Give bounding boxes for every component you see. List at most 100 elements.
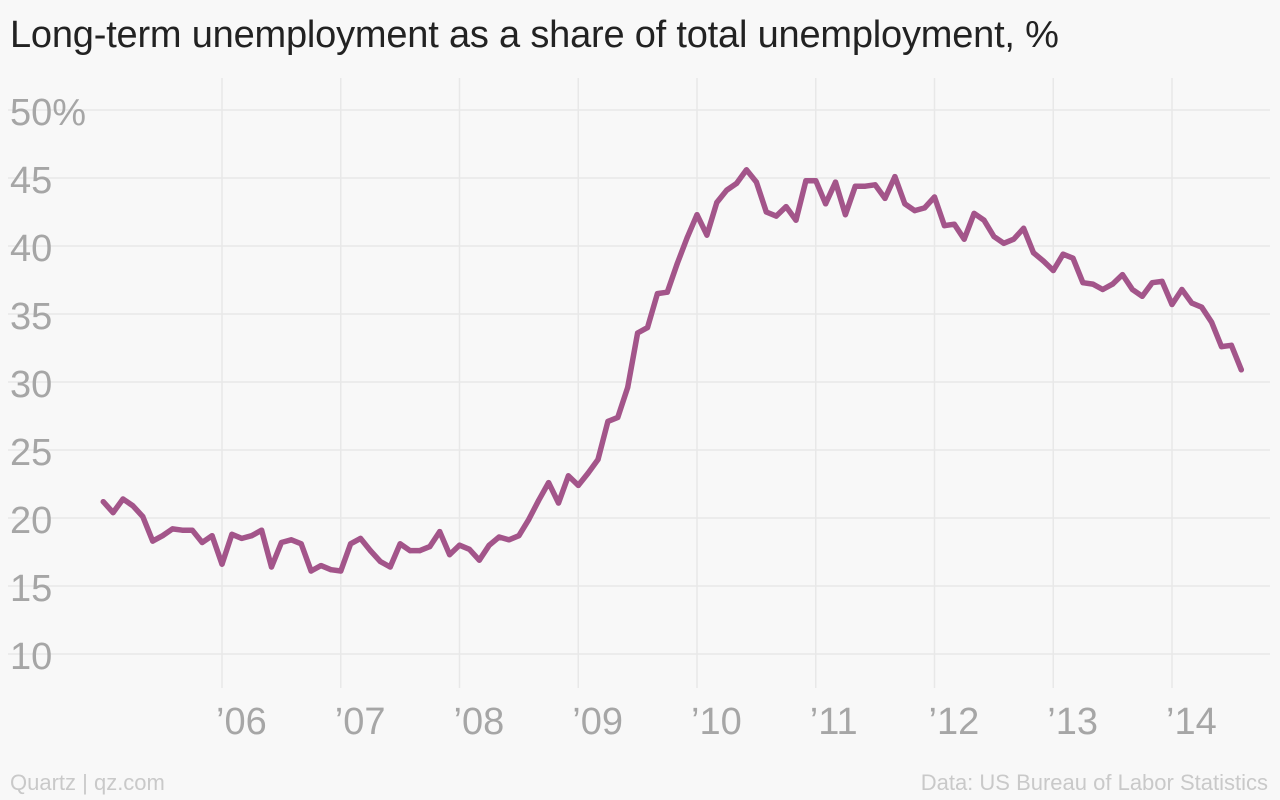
data-point [427, 544, 433, 550]
x-tick-label: ’09 [572, 701, 623, 743]
data-point [308, 568, 314, 574]
y-axis-ticks: 10 15 20 25 30 35 40 45 50% [10, 92, 86, 678]
data-point [872, 182, 878, 188]
chart-title: Long-term unemployment as a share of tot… [10, 14, 1059, 56]
data-point [100, 499, 106, 505]
data-point [506, 537, 512, 543]
data-point [259, 527, 265, 533]
data-point [377, 558, 383, 565]
data-point [1159, 278, 1165, 284]
data-point [971, 210, 977, 216]
y-tick-label: 15 [10, 568, 52, 610]
data-point [268, 564, 275, 570]
x-tick-label: ’12 [929, 701, 980, 743]
data-point [357, 535, 364, 542]
data-point [1060, 251, 1066, 257]
data-point [1179, 286, 1185, 293]
data-point [793, 217, 799, 223]
series-line [100, 167, 1245, 574]
data-point [140, 514, 146, 520]
data-point [397, 541, 403, 547]
grid-layer [8, 78, 1270, 688]
data-point [862, 183, 868, 189]
data-point [1110, 281, 1116, 287]
data-point [456, 542, 463, 548]
data-point [724, 187, 730, 193]
data-point [991, 233, 997, 240]
data-point [704, 232, 710, 238]
data-point [367, 548, 373, 554]
data-point [1209, 319, 1215, 325]
data-point [1199, 304, 1205, 310]
data-point [842, 212, 849, 218]
data-point [160, 533, 166, 539]
data-point [496, 534, 502, 540]
data-point [753, 179, 760, 185]
data-point [209, 533, 215, 539]
data-point [466, 546, 472, 552]
data-point [546, 480, 552, 486]
data-point [417, 548, 423, 554]
y-tick-label: 25 [10, 432, 52, 474]
data-point [348, 541, 354, 547]
data-point [1149, 280, 1155, 286]
data-point [625, 384, 631, 390]
data-point [150, 538, 156, 544]
data-point [674, 261, 680, 267]
data-point [1189, 300, 1195, 306]
data-point [110, 509, 116, 516]
data-point [941, 223, 948, 229]
data-point [961, 236, 967, 242]
data-point [298, 541, 304, 547]
data-point [338, 568, 344, 574]
data-point [278, 539, 284, 546]
data-point [318, 563, 324, 569]
data-point [565, 473, 572, 479]
data-point [437, 529, 443, 535]
source-credit: Quartz | qz.com [10, 770, 165, 795]
data-point [199, 539, 205, 546]
data-point [1080, 280, 1086, 286]
data-point [328, 567, 334, 573]
x-axis-ticks: ’06 ’07 ’08 ’09 ’10 ’11 ’12 ’13 ’14 [216, 701, 1217, 743]
data-point [654, 291, 661, 297]
data-point [486, 542, 492, 548]
data-point [644, 325, 651, 331]
data-point [912, 208, 918, 214]
data-point [664, 289, 670, 295]
y-tick-label: 40 [10, 228, 52, 270]
data-point [120, 496, 126, 502]
data-point [931, 194, 938, 200]
y-tick-label: 50% [10, 92, 86, 134]
x-tick-label: ’08 [454, 701, 505, 743]
data-point [536, 497, 542, 503]
data-point [1021, 225, 1027, 231]
data-point [1030, 250, 1037, 256]
data-point [1238, 367, 1244, 373]
data-point [189, 527, 195, 533]
data-point [951, 221, 957, 227]
data-point [1100, 286, 1106, 293]
data-point [882, 195, 888, 201]
data-point [714, 199, 720, 206]
data-point [892, 174, 898, 180]
data-point [773, 213, 779, 219]
y-tick-label: 10 [10, 636, 52, 678]
data-point [130, 503, 136, 509]
data-point [516, 533, 522, 539]
data-point [922, 205, 928, 211]
data-point [229, 531, 235, 537]
data-point [1011, 236, 1017, 242]
x-tick-label: ’10 [691, 701, 742, 743]
data-point [902, 201, 908, 207]
data-point [575, 482, 581, 488]
data-point [783, 204, 789, 210]
data-point [1001, 240, 1007, 246]
data-point [1228, 342, 1234, 348]
data-point [1169, 301, 1175, 308]
data-point [981, 217, 987, 223]
data-point [832, 179, 839, 185]
y-tick-label: 45 [10, 160, 52, 202]
series-layer [100, 167, 1245, 574]
